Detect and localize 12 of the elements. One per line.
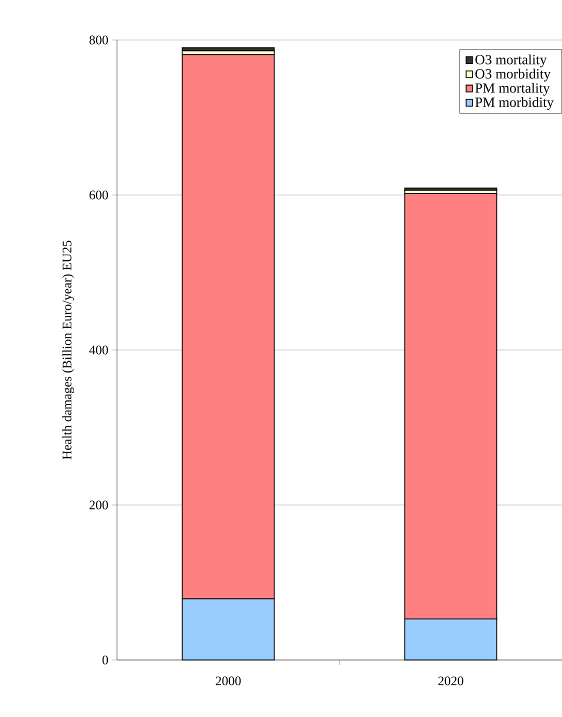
y-tick-label: 0	[102, 656, 108, 664]
y-tick-label: 800	[89, 36, 108, 44]
x-tick-label: 2000	[216, 676, 241, 686]
legend-label: O3 mortality	[475, 54, 547, 68]
legend-label: O3 morbidity	[475, 68, 550, 82]
legend-label: PM morbidity	[475, 97, 554, 110]
legend-label: PM mortality	[475, 82, 550, 96]
y-axis-title: Health damages (Billion Euro/year) EU25	[62, 240, 74, 460]
x-tick-label: 2020	[438, 676, 464, 686]
y-tick-label: 400	[89, 346, 108, 354]
y-tick-label: 600	[89, 190, 108, 200]
y-tick-label: 200	[89, 500, 108, 510]
